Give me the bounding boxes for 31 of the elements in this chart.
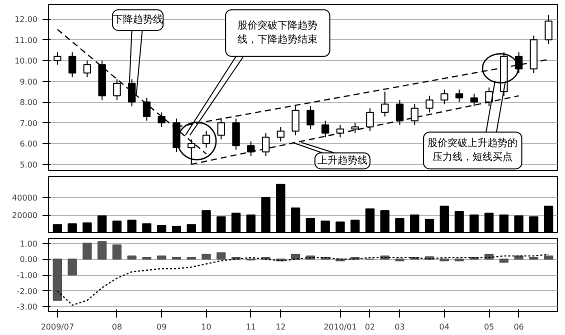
x-tick-label: 03 — [394, 322, 405, 332]
y-tick-label: 8.00 — [20, 98, 38, 108]
x-tick-label: 06 — [514, 322, 524, 332]
y-tick-label: 1.00 — [20, 239, 38, 248]
y-tick-label: 7.00 — [20, 118, 38, 128]
y-tick-label: -3.00 — [16, 302, 38, 312]
y-tick-label: 0.00 — [20, 255, 38, 264]
annotation: 股价突破上升趋势的压力线，短线买点 — [428, 137, 518, 163]
y-tick-label: 12.00 — [14, 15, 38, 24]
x-tick-label: 09 — [156, 322, 167, 332]
y-tick-label: 10.00 — [14, 56, 38, 66]
y-tick-label: 6.00 — [20, 140, 38, 149]
y-tick-label: -1.00 — [16, 271, 38, 280]
y-tick-label: -2.00 — [16, 286, 38, 296]
y-tick-label: 20000 — [12, 211, 38, 220]
y-tick-label: 11.00 — [14, 36, 38, 45]
x-tick-label: 10 — [201, 322, 212, 332]
y-tick-label: 40000 — [12, 194, 38, 202]
y-tick-label: 9.00 — [20, 77, 38, 86]
annotation: 上升趋势线 — [317, 154, 368, 166]
x-tick-label: 2010/01 — [324, 322, 357, 332]
annotation: 股价突破下降趋势线，下降趋势结束 — [238, 20, 318, 46]
x-tick-label: 11 — [246, 322, 256, 332]
x-tick-label: 12 — [276, 322, 286, 332]
x-tick-label: 08 — [112, 322, 122, 332]
x-tick-label: 04 — [439, 322, 450, 332]
x-tick-label: 05 — [484, 322, 494, 332]
x-tick-label: 2009/07 — [40, 322, 74, 332]
y-tick-label: 5.00 — [20, 160, 38, 170]
x-tick-label: 02 — [364, 322, 376, 332]
annotation: 下降趋势线 — [112, 14, 163, 26]
